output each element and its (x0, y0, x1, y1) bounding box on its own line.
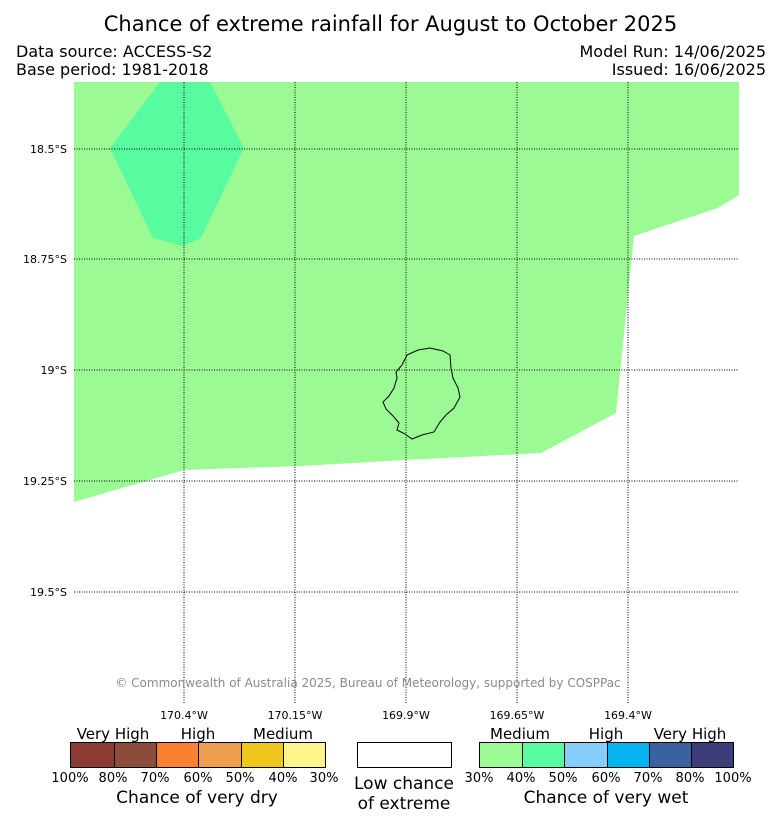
dry-swatch (198, 743, 241, 767)
wet-level-high: High (588, 725, 624, 743)
dry-swatch (241, 743, 283, 767)
lat-label: 18.75°S (23, 253, 67, 266)
data-source: Data source: ACCESS-S2 (16, 42, 213, 61)
dry-caption: Chance of very dry (116, 788, 278, 808)
low-chance-swatch (357, 742, 452, 768)
wet-level-very-high: Very High (653, 725, 727, 743)
dry-swatch (71, 743, 114, 767)
lat-label: 19.25°S (23, 475, 67, 488)
dry-pct: 30% (309, 771, 339, 786)
dry-level-medium: Medium (253, 725, 313, 743)
dry-swatch (283, 743, 325, 767)
wet-pct: 50% (548, 771, 578, 786)
dry-level-very-high: Very High (76, 725, 150, 743)
wet-caption: Chance of very wet (523, 788, 689, 808)
dry-swatch (114, 743, 156, 767)
island-outline (382, 347, 461, 440)
wet-swatch (649, 743, 691, 767)
copyright-notice: © Commonwealth of Australia 2025, Bureau… (115, 676, 621, 690)
dry-colorbar (70, 742, 326, 768)
wet-pct: 60% (591, 771, 621, 786)
wet-pct: 70% (633, 771, 663, 786)
dry-pct: 60% (183, 771, 213, 786)
lon-label: 169.9°W (382, 709, 430, 722)
issued-date: Issued: 16/06/2025 (611, 60, 766, 79)
wet-pct: 100% (714, 771, 752, 786)
region-wet-40-50 (110, 82, 244, 246)
wet-swatch (480, 743, 522, 767)
wet-level-medium: Medium (490, 725, 550, 743)
lon-label: 170.4°W (160, 709, 208, 722)
lon-label: 169.4°W (604, 709, 652, 722)
dry-pct: 50% (225, 771, 255, 786)
lon-label: 169.65°W (489, 709, 545, 722)
wet-pct: 30% (464, 771, 494, 786)
gridlines (74, 82, 739, 703)
dry-pct: 70% (140, 771, 170, 786)
low-chance-caption-2: of extreme (357, 794, 451, 814)
dry-pct: 100% (51, 771, 89, 786)
wet-swatch (607, 743, 649, 767)
low-chance-caption-1: Low chance (354, 774, 454, 794)
map-title: Chance of extreme rainfall for August to… (103, 12, 678, 36)
model-run: Model Run: 14/06/2025 (579, 42, 767, 61)
base-period: Base period: 1981-2018 (16, 60, 209, 79)
lat-label: 19.5°S (30, 586, 67, 599)
wet-pct: 40% (506, 771, 536, 786)
dry-pct: 40% (268, 771, 298, 786)
wet-swatch (522, 743, 564, 767)
wet-pct: 80% (675, 771, 705, 786)
wet-colorbar (479, 742, 734, 768)
dry-level-high: High (180, 725, 216, 743)
lon-label: 170.15°W (267, 709, 323, 722)
lat-label: 18.5°S (30, 143, 67, 156)
wet-swatch (564, 743, 607, 767)
dry-pct: 80% (98, 771, 128, 786)
lat-label: 19°S (41, 364, 67, 377)
dry-swatch (156, 743, 198, 767)
wet-swatch (691, 743, 733, 767)
